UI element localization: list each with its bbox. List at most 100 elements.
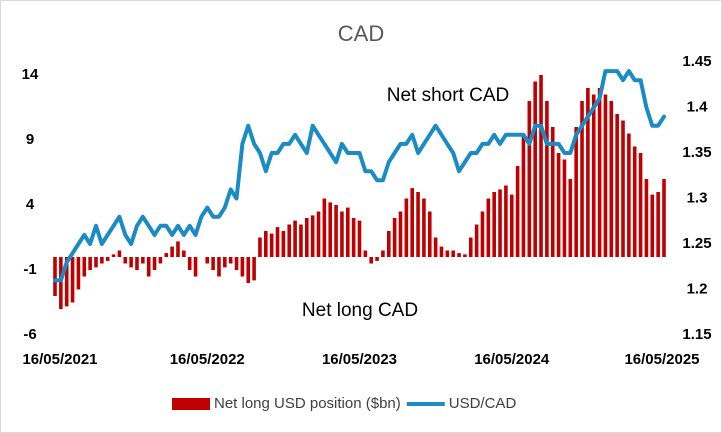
bar <box>632 146 637 257</box>
bar <box>662 179 666 257</box>
bar <box>264 231 268 257</box>
bar <box>223 257 227 268</box>
bar <box>591 94 596 257</box>
bar <box>299 224 303 257</box>
bar <box>334 205 338 257</box>
bar <box>76 257 81 290</box>
bar <box>381 250 385 257</box>
bar <box>463 254 467 257</box>
bar <box>193 257 198 277</box>
bar <box>135 257 139 270</box>
bar <box>322 198 327 257</box>
bar <box>410 188 415 257</box>
bar <box>182 250 186 257</box>
bar <box>234 257 239 270</box>
bar <box>392 218 397 257</box>
bar <box>504 185 508 257</box>
bar <box>287 224 292 257</box>
bar <box>146 257 151 277</box>
bar <box>562 159 567 257</box>
bar <box>457 253 461 257</box>
bar <box>269 233 274 257</box>
bar <box>345 207 350 257</box>
annotation: Net short CAD <box>387 85 509 106</box>
bar <box>363 250 368 257</box>
bar <box>258 237 262 257</box>
bar <box>386 231 391 257</box>
bar <box>433 237 438 257</box>
bar <box>158 257 163 264</box>
bar <box>340 211 344 257</box>
bar <box>152 257 157 270</box>
bar <box>240 257 245 277</box>
bar <box>621 120 625 257</box>
bar <box>404 198 409 257</box>
y2-tick-label: 1.15 <box>682 326 711 343</box>
bar <box>568 179 573 257</box>
bar <box>615 114 619 257</box>
bar <box>170 246 174 257</box>
bar <box>129 257 133 268</box>
bar <box>574 127 578 257</box>
bar <box>556 153 561 257</box>
y-tick-label: -1 <box>23 261 36 278</box>
y-tick-label: -6 <box>23 326 36 343</box>
bar <box>638 153 643 257</box>
bar <box>451 250 455 257</box>
bar <box>586 88 590 257</box>
bar <box>609 101 614 257</box>
bar <box>486 198 491 257</box>
legend-label: Net long USD position ($bn) <box>214 395 401 412</box>
bar <box>164 253 169 257</box>
chart-title: CAD <box>338 21 384 46</box>
bar <box>597 88 602 257</box>
y-tick-label: 9 <box>26 131 34 148</box>
bar <box>439 246 444 257</box>
bar <box>82 257 87 277</box>
bar <box>550 127 555 257</box>
bar <box>416 192 420 257</box>
bar <box>527 101 532 257</box>
bar <box>492 192 496 257</box>
bar <box>94 257 98 268</box>
x-tick-label: 16/05/2023 <box>322 351 397 368</box>
bar <box>509 194 514 257</box>
bar <box>281 231 286 257</box>
bar <box>474 224 479 257</box>
bar <box>498 189 502 257</box>
bar <box>580 101 584 257</box>
bar <box>123 257 128 264</box>
bar <box>293 220 297 257</box>
bar <box>515 166 520 257</box>
bar <box>304 218 309 257</box>
y2-tick-label: 1.35 <box>682 144 711 161</box>
bar <box>627 133 631 257</box>
bar <box>217 257 221 277</box>
bar <box>141 257 145 264</box>
bar <box>656 192 660 257</box>
bar <box>357 220 362 257</box>
bar <box>70 257 75 303</box>
bar <box>228 257 233 264</box>
bar <box>480 211 485 257</box>
bar <box>427 211 432 257</box>
bar <box>117 250 122 257</box>
x-tick-label: 16/05/2021 <box>22 351 97 368</box>
x-tick-label: 16/05/2025 <box>624 351 699 368</box>
legend-swatch <box>172 398 210 410</box>
bar <box>176 241 180 257</box>
bar <box>100 257 104 264</box>
bar <box>310 215 315 257</box>
bar <box>539 75 543 257</box>
y2-tick-label: 1.3 <box>687 189 708 206</box>
bar <box>211 257 215 270</box>
bar <box>398 211 403 257</box>
bar <box>53 257 57 296</box>
bar <box>275 227 280 257</box>
bar <box>105 257 110 261</box>
bar <box>545 101 549 257</box>
bar <box>603 94 608 257</box>
y2-tick-label: 1.25 <box>682 235 711 252</box>
bar <box>445 250 450 257</box>
bar <box>375 257 379 261</box>
